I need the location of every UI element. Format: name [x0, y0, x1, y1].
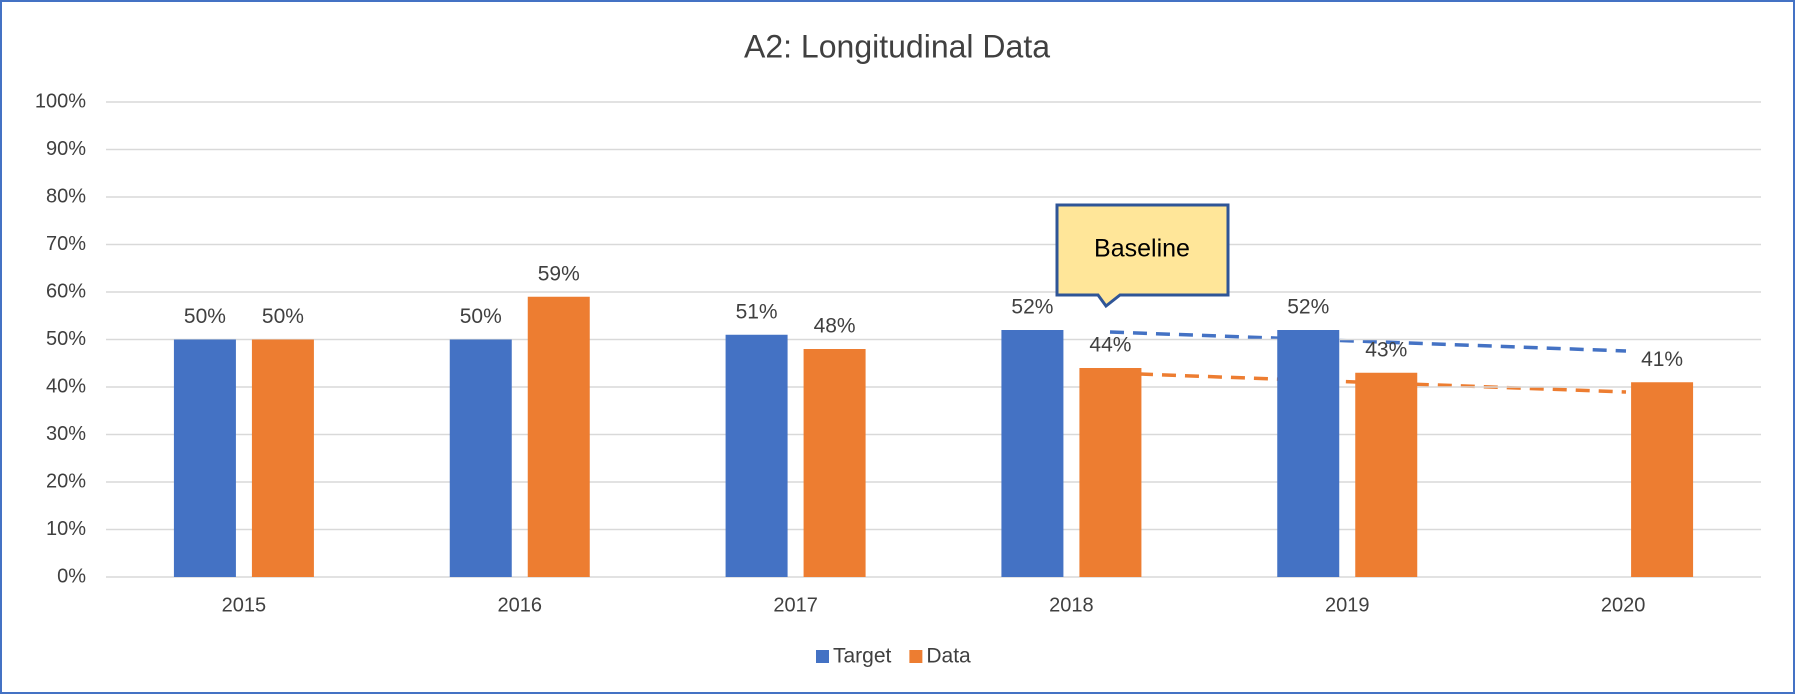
data-label: 44% — [1089, 334, 1131, 357]
bar — [173, 339, 236, 577]
bar — [725, 334, 788, 577]
bar — [1277, 330, 1340, 577]
x-tick-label: 2018 — [1049, 594, 1094, 616]
legend-swatch — [909, 650, 923, 663]
legend-label: Data — [926, 645, 971, 668]
callout: Baseline — [1055, 203, 1230, 309]
data-label: 52% — [1011, 296, 1053, 319]
bar — [251, 339, 314, 577]
data-label: 52% — [1287, 296, 1329, 319]
bar — [449, 339, 512, 577]
bar — [1001, 330, 1064, 577]
legend-label: Target — [833, 645, 892, 668]
data-label: 50% — [262, 305, 304, 328]
bar — [1631, 382, 1694, 577]
bar — [527, 296, 590, 577]
x-tick-label: 2017 — [773, 594, 818, 616]
y-tick-label: 10% — [46, 518, 86, 540]
y-tick-label: 100% — [35, 90, 86, 112]
data-label: 48% — [814, 315, 856, 338]
bar — [1355, 372, 1418, 577]
y-tick-label: 30% — [46, 423, 86, 445]
x-tick-label: 2015 — [222, 594, 267, 616]
y-tick-label: 0% — [57, 565, 86, 587]
y-tick-label: 20% — [46, 470, 86, 492]
y-tick-label: 50% — [46, 328, 86, 350]
y-tick-label: 70% — [46, 233, 86, 255]
data-label: 41% — [1641, 348, 1683, 371]
data-label: 50% — [460, 305, 502, 328]
y-tick-label: 80% — [46, 185, 86, 207]
callout-box — [1055, 203, 1230, 309]
data-label: 43% — [1365, 338, 1407, 361]
x-tick-label: 2019 — [1325, 594, 1370, 616]
data-label: 50% — [184, 305, 226, 328]
legend-swatch — [816, 650, 829, 663]
y-tick-label: 60% — [46, 280, 86, 302]
x-tick-label: 2020 — [1601, 594, 1646, 616]
x-tick-label: 2016 — [498, 594, 543, 616]
y-tick-label: 90% — [46, 138, 86, 160]
trendline — [1109, 330, 1627, 353]
y-tick-label: 40% — [46, 375, 86, 397]
bar — [1079, 368, 1142, 577]
annotation: Baseline — [1094, 235, 1190, 263]
data-label: 51% — [736, 300, 778, 323]
data-label: 59% — [538, 262, 580, 285]
bar — [803, 349, 866, 577]
chart-title: A2: Longitudinal Data — [744, 28, 1050, 64]
